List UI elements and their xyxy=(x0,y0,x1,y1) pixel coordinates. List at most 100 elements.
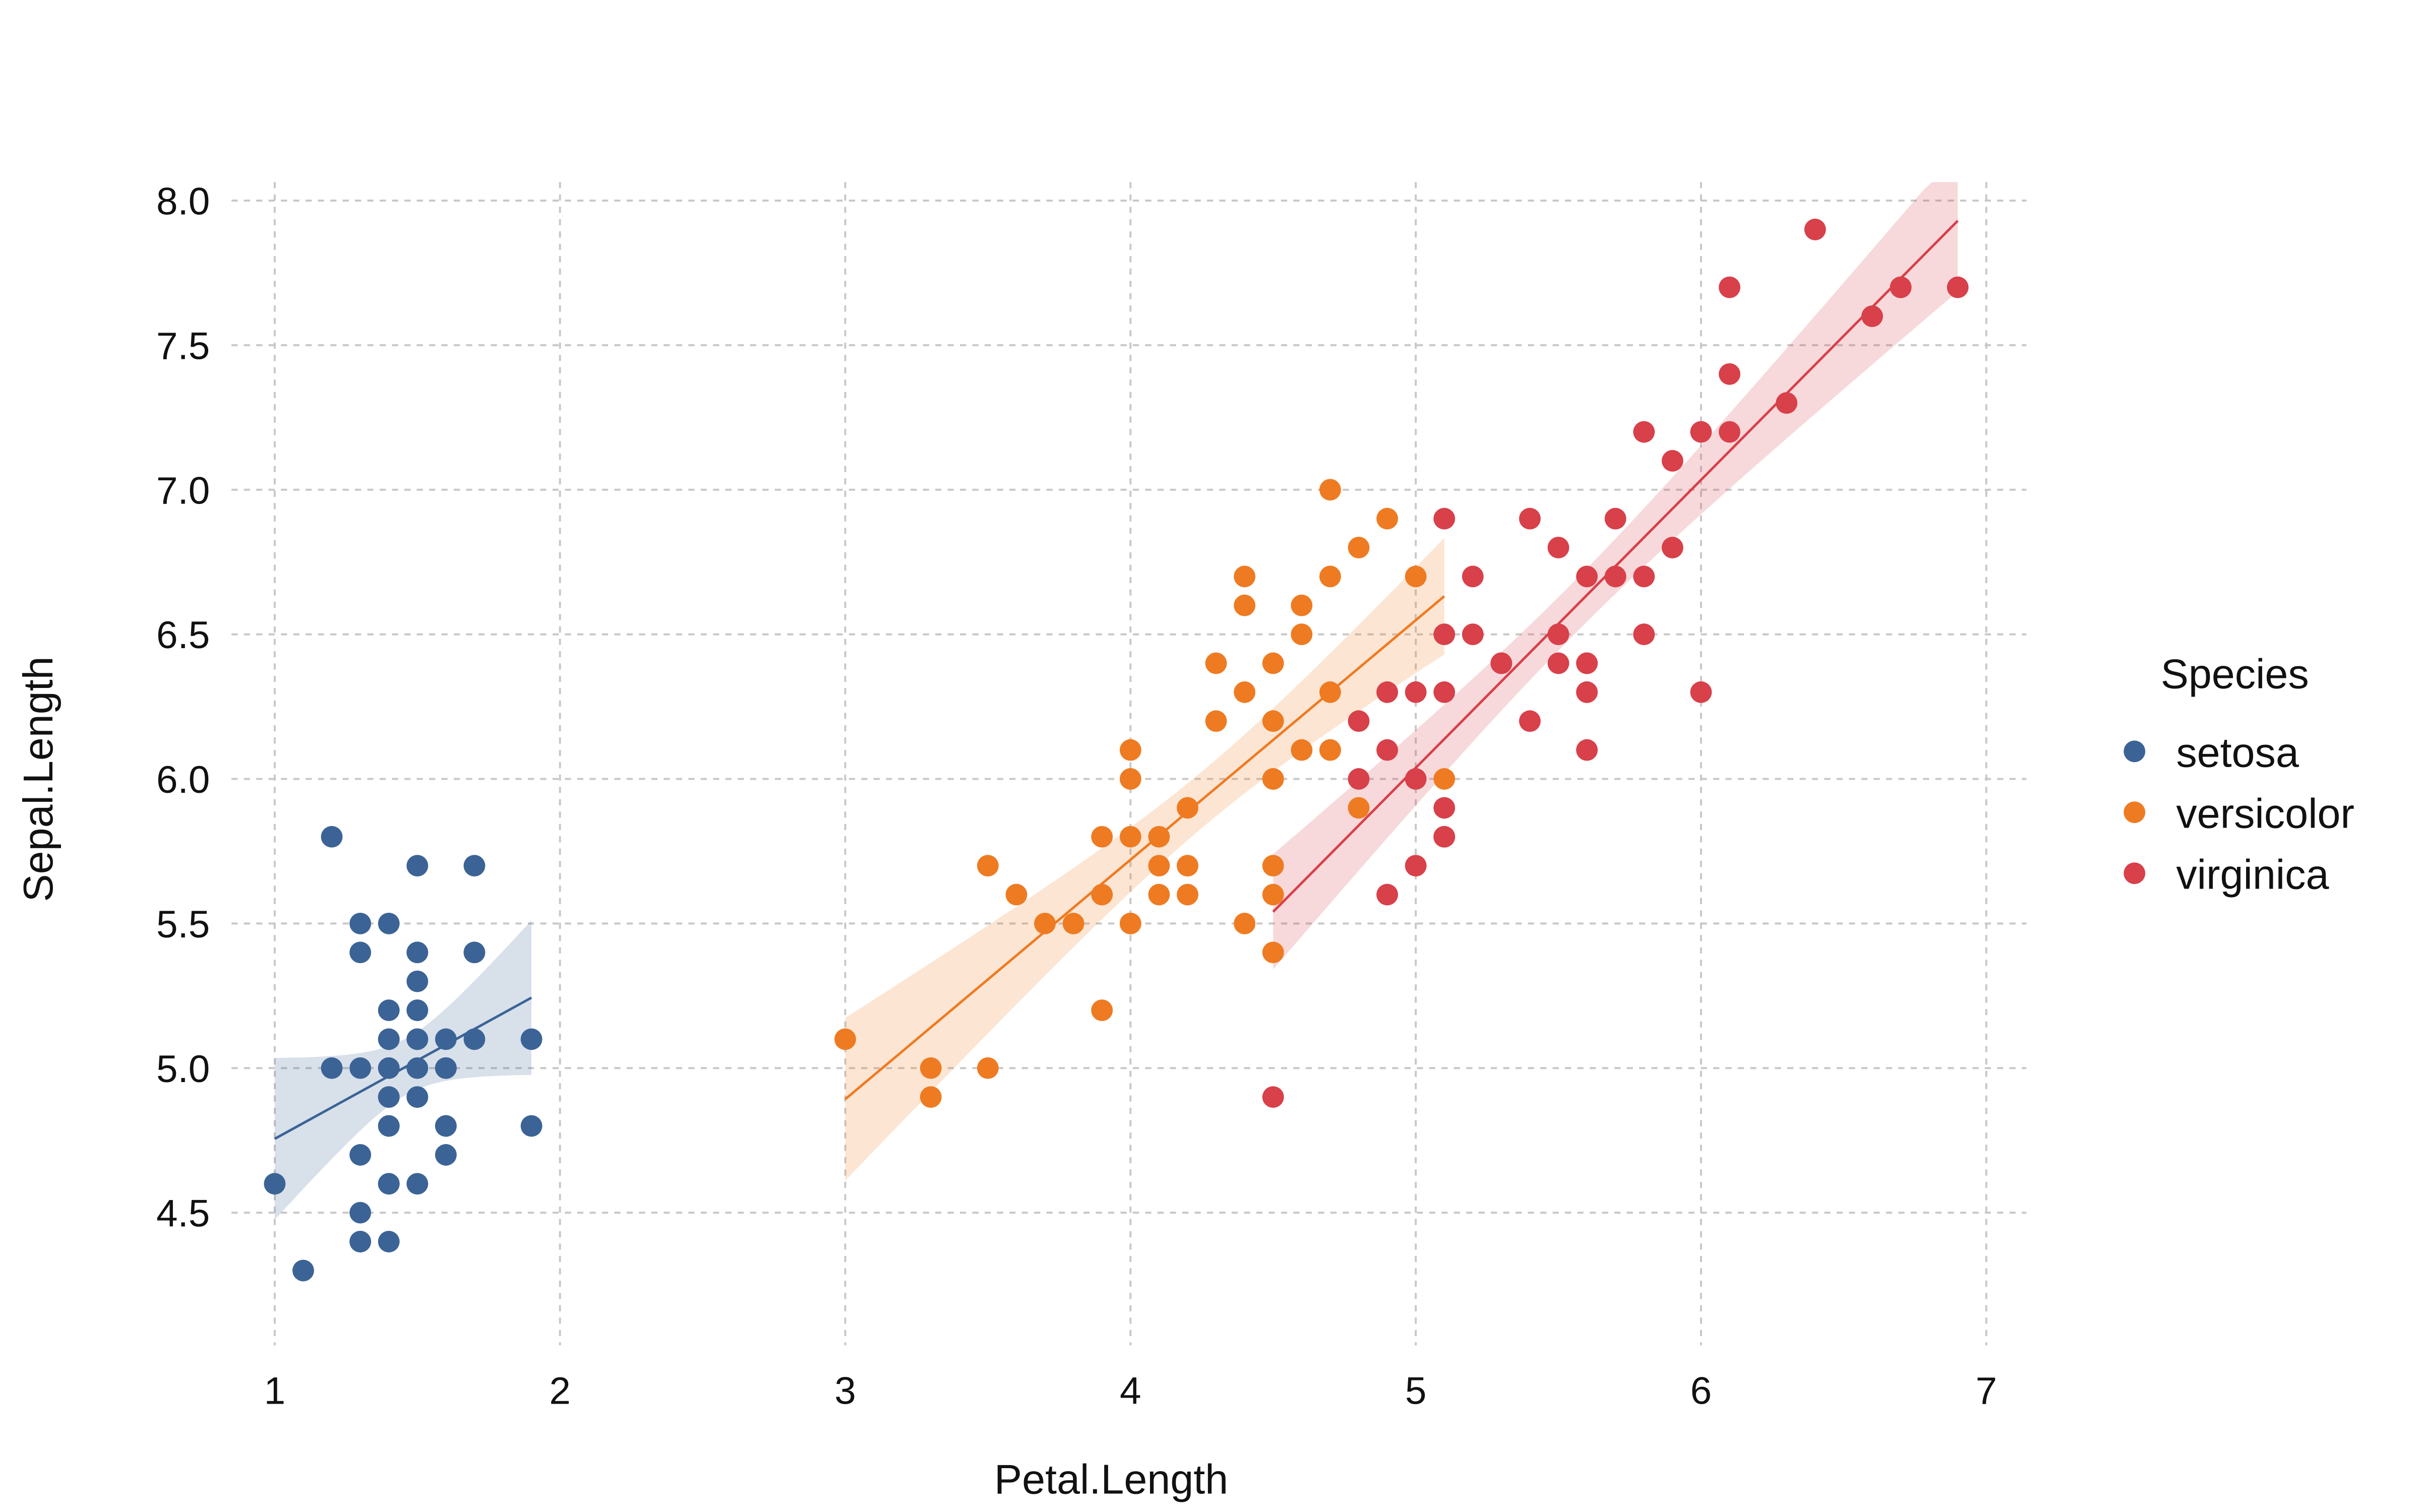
point-virginica xyxy=(1604,508,1626,530)
point-virginica xyxy=(1633,421,1655,443)
point-setosa xyxy=(463,855,486,877)
point-setosa xyxy=(435,1144,457,1166)
gridlines xyxy=(231,182,2027,1346)
point-versicolor xyxy=(1177,797,1198,819)
point-setosa xyxy=(463,941,486,964)
point-setosa xyxy=(349,1202,372,1224)
point-virginica xyxy=(1433,681,1456,703)
point-versicolor xyxy=(1234,594,1256,616)
point-setosa xyxy=(378,1086,400,1108)
data-points xyxy=(264,218,1969,1282)
legend-key-versicolor xyxy=(2124,801,2146,824)
point-virginica xyxy=(1433,797,1456,819)
x-axis-ticks: 1 2 3 4 5 6 7 xyxy=(264,1370,1997,1413)
point-virginica xyxy=(1719,421,1740,443)
point-versicolor xyxy=(1262,710,1284,732)
point-versicolor xyxy=(1262,941,1284,964)
point-versicolor xyxy=(1091,999,1113,1021)
point-versicolor xyxy=(1205,710,1227,732)
point-versicolor xyxy=(1034,912,1056,934)
point-versicolor xyxy=(1234,912,1256,934)
point-setosa xyxy=(378,1115,400,1137)
point-setosa xyxy=(463,1028,486,1050)
x-tick-label: 2 xyxy=(549,1370,571,1413)
y-tick-label: 4.5 xyxy=(156,1192,210,1235)
y-axis-ticks: 4.5 5.0 5.5 6.0 6.5 7.0 7.5 8.0 xyxy=(156,180,210,1235)
legend-key-setosa xyxy=(2124,740,2146,763)
point-virginica xyxy=(1348,710,1370,732)
point-setosa xyxy=(349,1231,372,1252)
point-virginica xyxy=(1519,508,1541,530)
point-setosa xyxy=(406,999,429,1021)
x-tick-label: 1 xyxy=(264,1370,286,1413)
point-versicolor xyxy=(1433,768,1456,790)
point-versicolor xyxy=(1348,537,1370,558)
point-setosa xyxy=(349,1144,372,1166)
point-versicolor xyxy=(834,1028,856,1050)
x-axis-title: Petal.Length xyxy=(994,1456,1228,1502)
point-setosa xyxy=(378,1231,400,1252)
point-virginica xyxy=(1633,565,1655,588)
point-virginica xyxy=(1490,652,1512,674)
point-versicolor xyxy=(1177,884,1198,906)
point-setosa xyxy=(321,1057,343,1079)
point-versicolor xyxy=(1234,681,1256,703)
point-versicolor xyxy=(1319,479,1341,501)
point-setosa xyxy=(321,826,343,848)
point-setosa xyxy=(378,1057,400,1079)
point-virginica xyxy=(1262,1086,1284,1108)
point-virginica xyxy=(1405,681,1427,703)
point-versicolor xyxy=(920,1086,942,1108)
y-tick-label: 8.0 xyxy=(156,180,210,223)
point-virginica xyxy=(1462,623,1484,646)
point-virginica xyxy=(1433,623,1456,646)
point-versicolor xyxy=(1005,884,1027,906)
point-virginica xyxy=(1576,681,1598,703)
point-setosa xyxy=(406,1028,429,1050)
point-virginica xyxy=(1519,710,1541,732)
point-versicolor xyxy=(1291,623,1313,646)
point-versicolor xyxy=(920,1057,942,1079)
point-setosa xyxy=(264,1173,286,1195)
y-axis-title: Sepal.Length xyxy=(15,656,62,902)
point-virginica xyxy=(1804,218,1826,240)
regression-lines xyxy=(274,220,1959,1140)
point-setosa xyxy=(435,1115,457,1137)
point-virginica xyxy=(1661,537,1683,558)
point-virginica xyxy=(1376,884,1398,906)
point-versicolor xyxy=(1177,855,1198,877)
point-virginica xyxy=(1547,623,1569,646)
point-virginica xyxy=(1661,450,1683,472)
point-versicolor xyxy=(1091,884,1113,906)
point-setosa xyxy=(378,1173,400,1195)
point-versicolor xyxy=(977,855,999,877)
point-virginica xyxy=(1604,565,1626,588)
point-versicolor xyxy=(1291,594,1313,616)
point-setosa xyxy=(378,1028,400,1050)
point-setosa xyxy=(292,1259,314,1282)
point-versicolor xyxy=(1148,884,1170,906)
x-tick-label: 4 xyxy=(1120,1370,1141,1413)
y-tick-label: 7.5 xyxy=(156,325,210,367)
point-virginica xyxy=(1690,421,1712,443)
point-versicolor xyxy=(1091,826,1113,848)
point-versicolor xyxy=(1262,652,1284,674)
point-virginica xyxy=(1719,363,1740,385)
point-versicolor xyxy=(1262,855,1284,877)
point-versicolor xyxy=(1376,508,1398,530)
x-tick-label: 5 xyxy=(1405,1370,1427,1413)
point-virginica xyxy=(1405,855,1427,877)
point-virginica xyxy=(1719,276,1740,298)
point-setosa xyxy=(406,941,429,964)
point-virginica xyxy=(1947,276,1969,298)
point-virginica xyxy=(1776,392,1798,414)
y-tick-label: 5.0 xyxy=(156,1048,210,1091)
point-versicolor xyxy=(1119,768,1141,790)
legend: Species setosa versicolor virginica xyxy=(2124,650,2354,898)
point-versicolor xyxy=(1319,565,1341,588)
regression-line-versicolor xyxy=(844,595,1445,1100)
point-virginica xyxy=(1633,623,1655,646)
point-setosa xyxy=(406,1057,429,1079)
point-setosa xyxy=(406,855,429,877)
legend-title: Species xyxy=(2161,650,2309,697)
